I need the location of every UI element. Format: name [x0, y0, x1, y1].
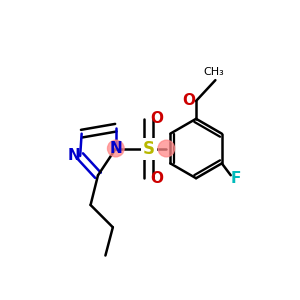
Text: S: S	[142, 140, 154, 158]
Text: F: F	[231, 171, 241, 186]
Text: N: N	[67, 148, 80, 164]
Text: O: O	[182, 94, 195, 109]
Text: O: O	[150, 111, 163, 126]
Text: N: N	[110, 141, 122, 156]
Text: CH₃: CH₃	[203, 67, 224, 77]
Text: O: O	[150, 171, 163, 186]
Circle shape	[158, 140, 175, 157]
Circle shape	[107, 140, 124, 157]
